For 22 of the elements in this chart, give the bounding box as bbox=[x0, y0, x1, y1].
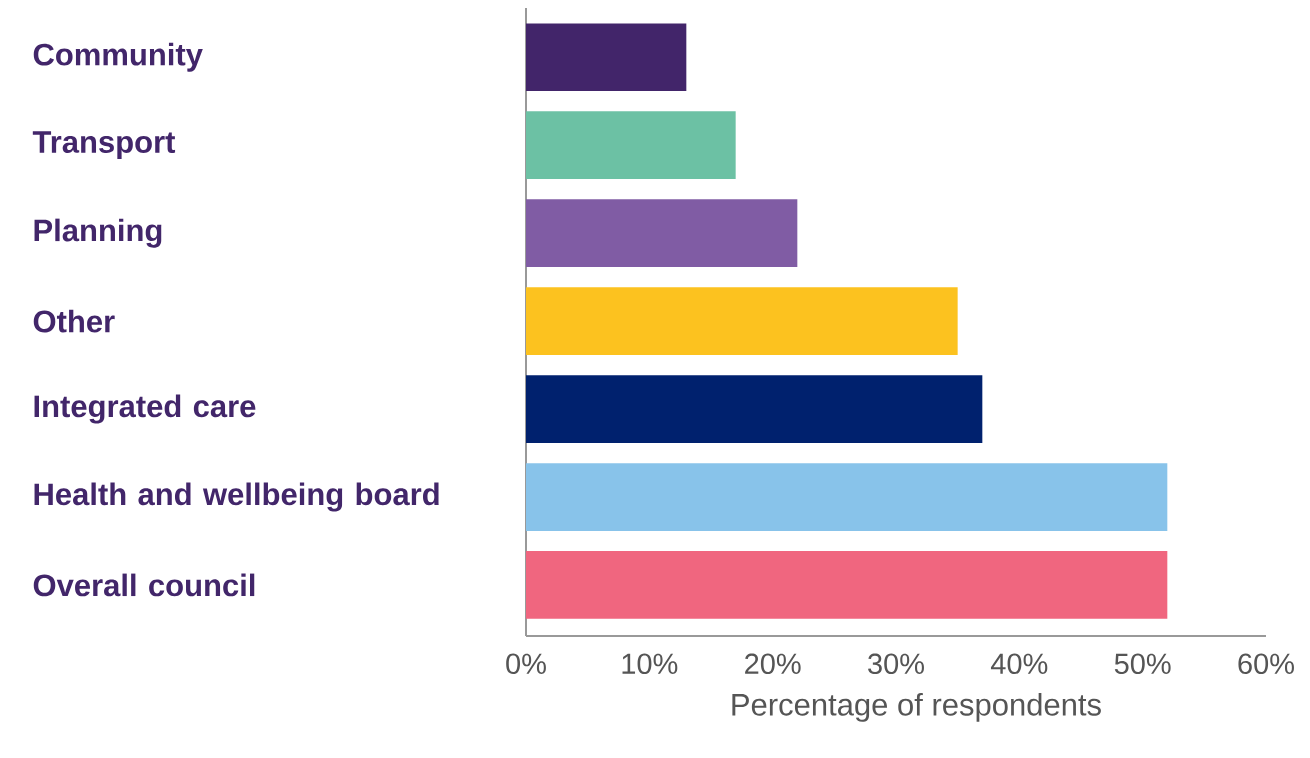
x-tick-label: 40% bbox=[990, 653, 1048, 675]
x-tick-label: 50% bbox=[1114, 653, 1171, 675]
y-tick-label: Transport bbox=[32, 131, 176, 160]
y-tick-label: Overall council bbox=[33, 573, 255, 597]
x-tick-label: 60% bbox=[1238, 653, 1294, 675]
bar bbox=[526, 23, 687, 92]
x-axis-title: Percentage of respondents bbox=[732, 692, 1101, 722]
bar bbox=[526, 551, 1168, 619]
bar bbox=[526, 463, 1168, 531]
x-tick-label: 0% bbox=[506, 653, 546, 675]
bar bbox=[526, 111, 736, 180]
bar bbox=[526, 375, 983, 443]
y-tick-label: Health and wellbeing board bbox=[34, 482, 439, 512]
y-tick-label: Other bbox=[33, 309, 115, 333]
bar bbox=[526, 287, 958, 355]
x-tick-label: 30% bbox=[868, 653, 924, 675]
y-tick-label: Community bbox=[33, 42, 203, 72]
bar bbox=[526, 199, 798, 268]
y-tick-label: Planning bbox=[34, 218, 162, 248]
x-tick-label: 20% bbox=[745, 653, 801, 675]
y-tick-label: Integrated care bbox=[34, 394, 256, 424]
x-tick-label: 10% bbox=[622, 653, 678, 675]
